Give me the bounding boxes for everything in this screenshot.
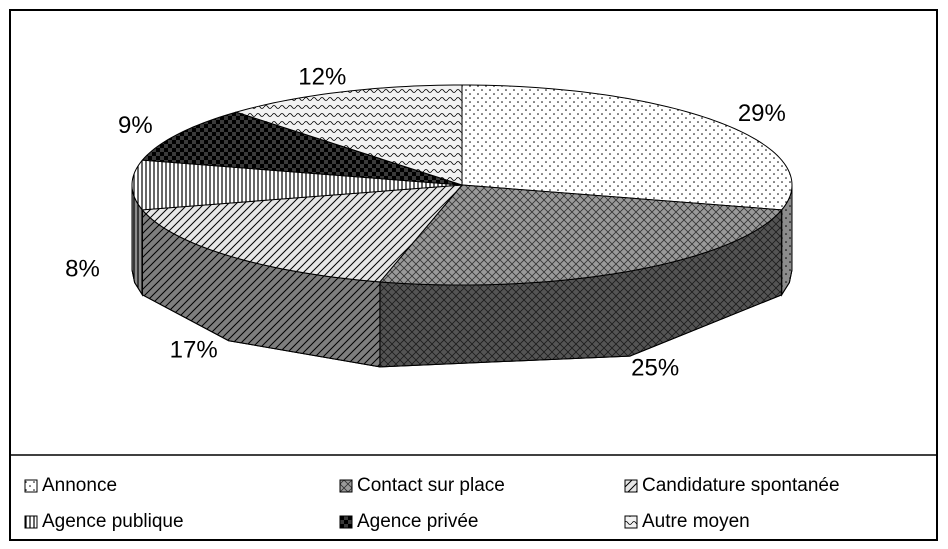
legend-label: Annonce [42, 475, 117, 496]
legend-label: Candidature spontanée [642, 475, 840, 496]
pie-slice [141, 111, 463, 186]
pie-slice [141, 184, 464, 283]
legend-swatch [24, 515, 38, 529]
pie-slice [234, 84, 463, 186]
legend-swatch [624, 515, 638, 529]
legend-swatch [624, 479, 638, 493]
data-label: 25% [631, 354, 679, 381]
data-label: 12% [298, 63, 346, 90]
legend-swatch [24, 479, 38, 493]
legend-swatch [339, 515, 353, 529]
legend-label: Agence privée [357, 511, 478, 532]
pie-slice [131, 159, 463, 211]
legend-label: Contact sur place [357, 475, 505, 496]
data-label: 9% [118, 112, 153, 139]
legend-label: Agence publique [42, 511, 184, 532]
data-label: 29% [738, 100, 786, 127]
pie-slice [461, 84, 793, 211]
legend-label: Autre moyen [642, 511, 750, 532]
pie-slice [378, 184, 783, 286]
data-label: 17% [170, 337, 218, 364]
legend-box [9, 454, 938, 541]
legend-swatch [339, 479, 353, 493]
data-label: 8% [65, 255, 100, 282]
